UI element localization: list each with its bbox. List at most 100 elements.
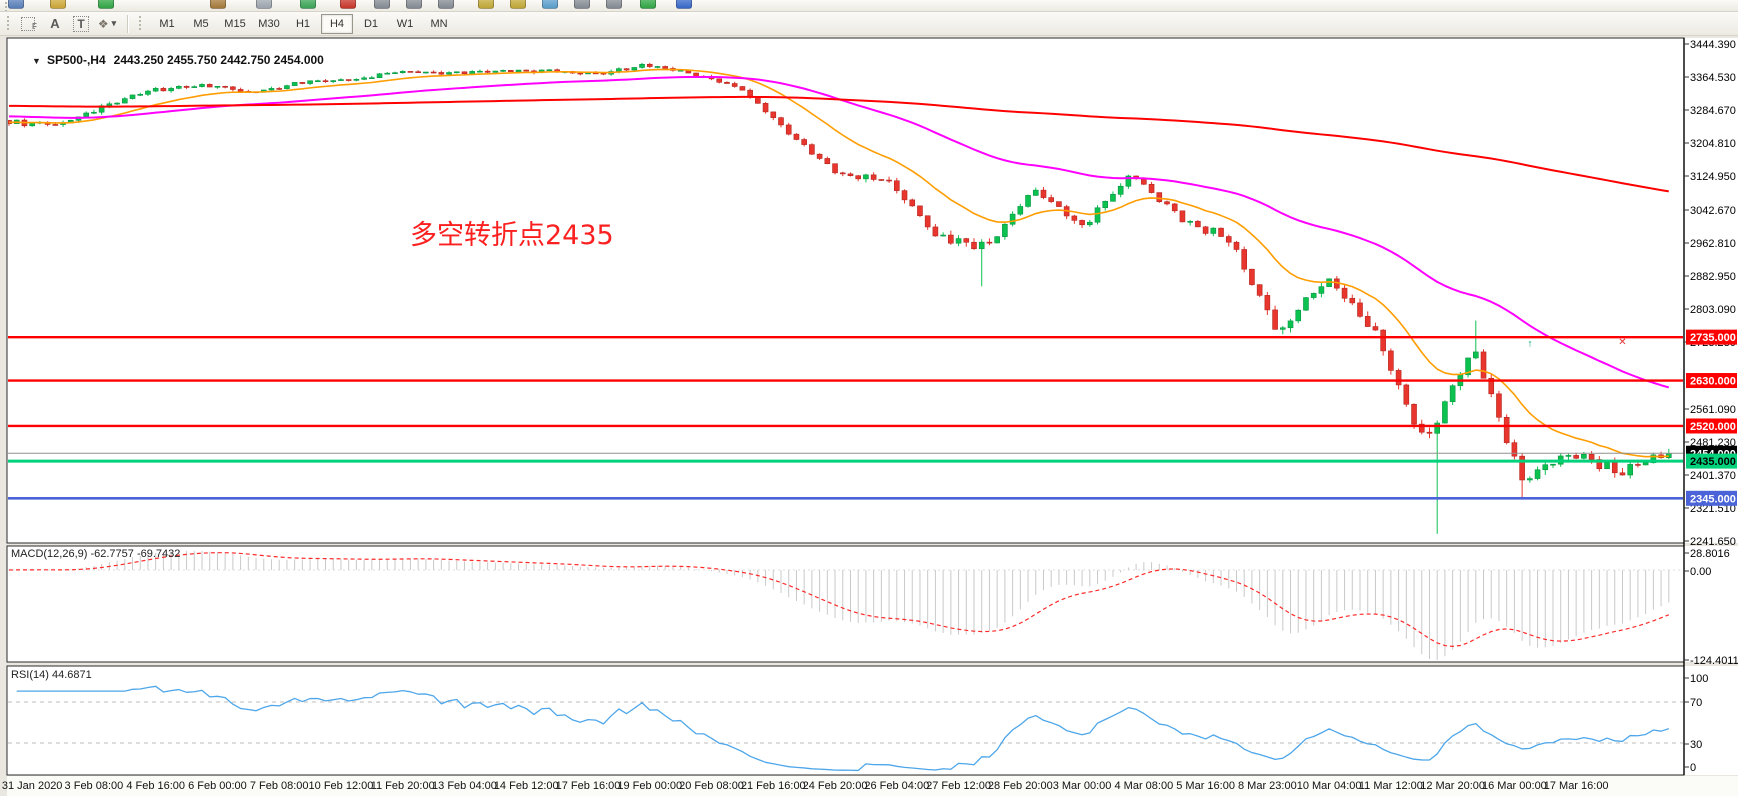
candle-body	[855, 175, 862, 180]
timeframe-button-m30[interactable]: M30	[258, 17, 280, 30]
candle-body	[978, 241, 985, 250]
candle-body	[1225, 236, 1232, 243]
candle-body	[1388, 350, 1394, 371]
stop-icon[interactable]	[340, 0, 356, 9]
channel-icon[interactable]	[510, 0, 526, 9]
candle-body	[909, 199, 916, 207]
candle-body	[222, 85, 228, 88]
candle-body	[1187, 221, 1193, 223]
add-indicator-icon[interactable]	[640, 0, 656, 9]
time-axis-label: 4 Feb 16:00	[126, 780, 185, 792]
timeframe-button-m1[interactable]: M1	[159, 17, 175, 30]
fibo-icon[interactable]	[478, 0, 494, 9]
candle-body	[1110, 194, 1116, 202]
sell-cross-marker: ✕	[1618, 337, 1626, 348]
symbol-dropdown-icon[interactable]: ▼	[32, 56, 41, 66]
candle-body	[1025, 195, 1031, 207]
price-tick-label: 2803.090	[1690, 304, 1736, 316]
candle-body	[1581, 454, 1587, 459]
candle-body	[1002, 223, 1008, 237]
candle-body	[83, 112, 89, 118]
candle-body	[469, 71, 476, 75]
indicators-icon[interactable]	[542, 0, 558, 9]
candle-body	[1395, 370, 1402, 386]
candle-body	[1534, 469, 1541, 479]
time-axis-label: 6 Feb 00:00	[188, 780, 247, 792]
time-axis-label: 11 Feb 20:00	[371, 780, 435, 792]
candle-body	[176, 86, 182, 89]
candle-body	[1303, 297, 1309, 311]
candle-body	[1434, 422, 1440, 434]
new-order-icon[interactable]	[98, 0, 114, 9]
candle-body	[1480, 351, 1487, 379]
toolbar-main	[0, 0, 1738, 12]
candle-body	[168, 88, 174, 92]
candle-body	[986, 241, 993, 244]
shapes-tool-button[interactable]: ❖ ▾	[97, 14, 117, 33]
chart-canvas[interactable]: ↑ ✕3444.3903364.5303284.6703204.8103124.9…	[0, 36, 1738, 796]
candle-body	[122, 98, 128, 104]
timeframe-button-w1[interactable]: W1	[396, 17, 414, 30]
candle-body	[314, 80, 321, 82]
autotrade-icon[interactable]	[676, 0, 692, 9]
candle-body	[1496, 393, 1502, 418]
candle-body	[461, 71, 468, 75]
crosshair-icon[interactable]	[374, 0, 390, 9]
resistance-2520-badge-label: 2520.000	[1690, 421, 1736, 433]
candle-body	[1210, 227, 1217, 234]
timeframe-button-mn[interactable]: MN	[430, 17, 448, 30]
toolbar-grip[interactable]	[4, 0, 9, 11]
time-axis-label: 24 Feb 20:00	[803, 780, 868, 792]
shapes-icon[interactable]	[574, 0, 590, 9]
print-icon[interactable]	[256, 0, 272, 9]
candle-body	[1310, 293, 1317, 298]
candle-body	[191, 86, 198, 88]
toolbar-grip[interactable]	[138, 15, 143, 32]
candle-body	[361, 77, 367, 80]
timeframe-button-d1[interactable]: D1	[363, 17, 379, 30]
text-tool-button[interactable]: T	[71, 14, 91, 33]
candle-body	[515, 69, 522, 72]
candle-body	[507, 70, 514, 72]
timeframe-button-m5[interactable]: M5	[193, 17, 209, 30]
candle-body	[1411, 403, 1417, 425]
candle-body	[1604, 462, 1610, 469]
refresh-icon[interactable]	[300, 0, 316, 9]
rsi-panel-bg	[7, 666, 1738, 775]
zoom-icon[interactable]	[50, 0, 66, 9]
cursor-mode-button[interactable]: A	[50, 16, 60, 31]
candle-body	[1164, 201, 1170, 205]
symbol-period-label: SP500-,H4	[46, 53, 106, 67]
rsi-line	[16, 685, 1670, 772]
new-chart-icon[interactable]	[8, 0, 24, 9]
toolbar-grip[interactable]	[6, 15, 11, 32]
price-tick-label: 3284.670	[1690, 105, 1736, 117]
candle-body	[1611, 462, 1618, 474]
candle-body	[1465, 357, 1471, 376]
timeframe-button-m15[interactable]: M15	[224, 17, 246, 30]
time-axis-label: 8 Mar 23:00	[1238, 780, 1297, 792]
cursor-tool-icon[interactable]	[210, 0, 226, 9]
grid-snap-button[interactable]: F	[19, 14, 39, 33]
candle-body	[1364, 316, 1371, 327]
candle-body	[477, 70, 483, 73]
candle-body	[616, 68, 622, 72]
trendline-icon[interactable]	[406, 0, 422, 9]
candle-body	[1272, 309, 1278, 330]
arrows-icon[interactable]	[606, 0, 622, 9]
hline-icon[interactable]	[438, 0, 454, 9]
candle-body	[1048, 197, 1054, 202]
candle-body	[1449, 385, 1456, 402]
timeframe-button-h4[interactable]: H4	[321, 13, 353, 34]
candle-body	[369, 77, 375, 79]
price-tick-label: 2561.090	[1690, 404, 1736, 416]
macd-axis-label: 0.00	[1690, 566, 1711, 578]
timeframe-button-h1[interactable]: H1	[295, 17, 311, 30]
time-axis-label: 10 Feb 12:00	[309, 780, 374, 792]
time-axis-label: 17 Feb 16:00	[556, 780, 621, 792]
candle-body	[1318, 286, 1325, 294]
candle-body	[785, 124, 792, 135]
time-axis-label: 31 Jan 2020	[2, 780, 63, 792]
candle-body	[430, 71, 437, 74]
rsi-axis-label: 70	[1690, 697, 1702, 709]
